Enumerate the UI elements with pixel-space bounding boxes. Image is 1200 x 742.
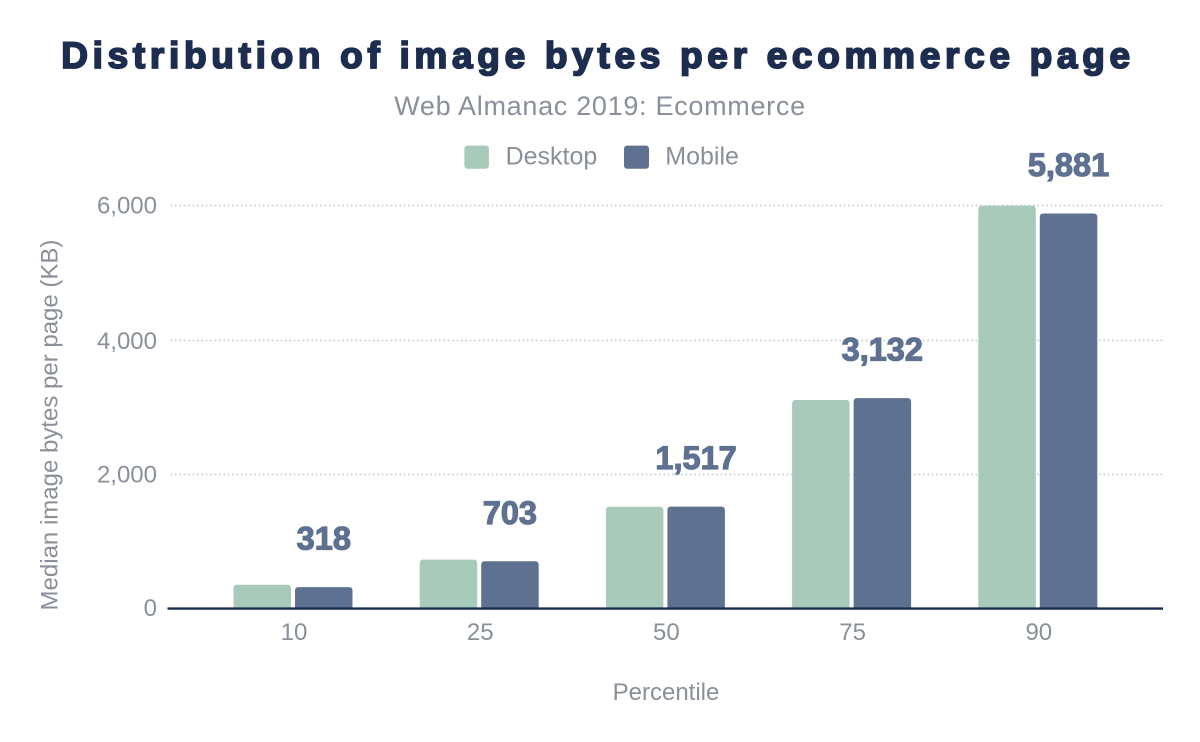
svg-text:90: 90 [1025,619,1052,646]
svg-text:703: 703 [483,495,537,531]
svg-text:5,881: 5,881 [1028,147,1109,183]
svg-text:4,000: 4,000 [97,328,157,355]
svg-text:Desktop: Desktop [506,142,598,170]
svg-text:Distribution of image bytes pe: Distribution of image bytes per ecommerc… [61,35,1135,76]
svg-text:1,517: 1,517 [655,440,736,476]
svg-text:Percentile: Percentile [613,679,720,706]
svg-text:Mobile: Mobile [665,142,739,170]
svg-text:10: 10 [281,619,308,646]
svg-text:3,132: 3,132 [842,332,923,368]
svg-text:318: 318 [297,521,351,557]
svg-text:25: 25 [467,619,494,646]
svg-text:50: 50 [653,619,680,646]
svg-text:0: 0 [144,595,157,622]
svg-text:Median image bytes per page (K: Median image bytes per page (KB) [37,240,64,611]
svg-text:6,000: 6,000 [97,193,157,220]
svg-text:2,000: 2,000 [97,462,157,489]
svg-text:Web Almanac 2019: Ecommerce: Web Almanac 2019: Ecommerce [394,91,806,121]
svg-text:75: 75 [839,619,866,646]
